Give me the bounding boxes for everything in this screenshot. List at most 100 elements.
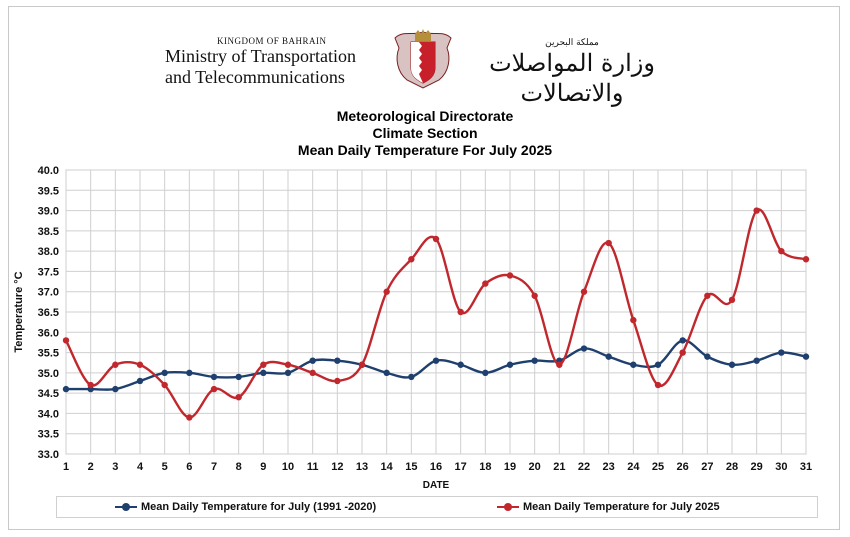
y-tick-label: 39.0 bbox=[38, 206, 59, 218]
x-tick-label: 10 bbox=[282, 461, 294, 473]
data-point-baseline bbox=[778, 349, 785, 356]
x-tick-label: 13 bbox=[356, 461, 368, 473]
data-point-baseline bbox=[136, 377, 144, 385]
ministry-arabic-name: وزارة المواصلات والاتصالات bbox=[489, 49, 655, 107]
data-point-baseline bbox=[432, 357, 440, 364]
x-tick-label: 12 bbox=[331, 461, 343, 473]
x-tick-label: 22 bbox=[578, 461, 590, 473]
x-tick-label: 15 bbox=[405, 461, 417, 473]
y-tick-label: 36.5 bbox=[38, 307, 59, 319]
data-point-baseline bbox=[753, 357, 760, 364]
data-point-2025 bbox=[432, 235, 440, 243]
x-tick-label: 23 bbox=[603, 461, 615, 473]
legend-label-baseline: Mean Daily Temperature for July (1991 -2… bbox=[141, 501, 377, 513]
data-point-2025 bbox=[802, 256, 810, 263]
data-point-2025 bbox=[728, 296, 736, 304]
data-point-2025 bbox=[654, 381, 662, 389]
data-point-2025 bbox=[531, 292, 538, 299]
bahrain-emblem-icon bbox=[394, 29, 452, 89]
data-point-baseline bbox=[210, 373, 218, 381]
y-tick-label: 37.5 bbox=[38, 266, 59, 278]
x-tick-label: 1 bbox=[63, 461, 69, 473]
y-tick-label: 36.0 bbox=[38, 327, 59, 339]
data-point-2025 bbox=[260, 361, 267, 368]
x-tick-label: 28 bbox=[726, 461, 738, 473]
data-point-baseline bbox=[802, 353, 810, 360]
data-point-baseline bbox=[654, 361, 662, 368]
chart-title-line1: Meteorological Directorate bbox=[336, 108, 514, 124]
data-point-2025 bbox=[457, 308, 464, 316]
data-point-2025 bbox=[778, 247, 785, 255]
data-point-baseline bbox=[112, 385, 119, 393]
x-tick-label: 11 bbox=[307, 461, 319, 473]
x-tick-label: 5 bbox=[162, 461, 168, 473]
y-axis-label: Temperature °C bbox=[13, 271, 25, 352]
x-tick-label: 2 bbox=[88, 461, 94, 473]
data-point-2025 bbox=[630, 316, 637, 324]
x-tick-label: 20 bbox=[529, 461, 541, 473]
y-tick-label: 34.0 bbox=[38, 408, 59, 420]
data-point-baseline bbox=[383, 369, 390, 377]
x-tick-label: 14 bbox=[381, 461, 394, 473]
data-point-baseline bbox=[457, 361, 464, 368]
x-tick-label: 9 bbox=[260, 461, 266, 473]
data-point-baseline bbox=[408, 373, 415, 381]
x-tick-label: 17 bbox=[455, 461, 467, 473]
data-point-2025 bbox=[161, 381, 168, 389]
data-point-2025 bbox=[358, 361, 366, 368]
x-tick-label: 6 bbox=[186, 461, 192, 473]
data-point-2025 bbox=[482, 280, 489, 287]
chart-title-block: Meteorological Directorate Climate Secti… bbox=[0, 108, 850, 159]
y-tick-label: 33.5 bbox=[38, 429, 59, 441]
data-point-2025 bbox=[136, 361, 144, 368]
data-point-baseline bbox=[704, 353, 711, 360]
chart-title-line2: Climate Section bbox=[372, 125, 478, 141]
data-point-baseline bbox=[284, 369, 292, 377]
data-point-2025 bbox=[210, 385, 218, 393]
data-point-2025 bbox=[605, 239, 612, 247]
data-point-2025 bbox=[556, 361, 563, 368]
x-tick-label: 7 bbox=[211, 461, 217, 473]
data-point-baseline bbox=[309, 357, 316, 364]
data-point-2025 bbox=[62, 337, 70, 344]
x-tick-label: 8 bbox=[236, 461, 242, 473]
data-point-baseline bbox=[186, 369, 193, 377]
legend-item-baseline: Mean Daily Temperature for July (1991 -2… bbox=[115, 501, 376, 513]
ministry-arabic-block: مملكة البحرين وزارة المواصلات والاتصالات bbox=[462, 38, 682, 108]
data-point-baseline bbox=[531, 357, 538, 364]
data-point-baseline bbox=[630, 361, 637, 368]
chart-title-line3: Mean Daily Temperature For July 2025 bbox=[297, 142, 553, 158]
data-point-2025 bbox=[87, 381, 94, 389]
x-tick-label: 3 bbox=[112, 461, 118, 473]
data-point-baseline bbox=[580, 345, 588, 352]
x-tick-label: 16 bbox=[430, 461, 442, 473]
y-tick-label: 38.0 bbox=[38, 246, 59, 258]
data-point-baseline bbox=[506, 361, 514, 368]
x-tick-label: 25 bbox=[652, 461, 664, 473]
y-tick-label: 33.0 bbox=[38, 449, 59, 461]
data-point-baseline bbox=[260, 369, 267, 377]
data-point-baseline bbox=[334, 357, 341, 364]
data-point-2025 bbox=[309, 369, 316, 377]
y-tick-label: 34.5 bbox=[38, 388, 59, 400]
x-tick-label: 4 bbox=[137, 461, 144, 473]
x-axis-label: DATE bbox=[423, 480, 450, 491]
data-point-2025 bbox=[334, 377, 341, 385]
kingdom-label: KINGDOM OF BAHRAIN bbox=[217, 36, 327, 46]
data-point-2025 bbox=[112, 361, 119, 368]
data-point-baseline bbox=[161, 369, 168, 377]
data-point-2025 bbox=[679, 349, 686, 356]
chart-legend: Mean Daily Temperature for July (1991 -2… bbox=[56, 496, 818, 518]
x-tick-label: 26 bbox=[677, 461, 689, 473]
ministry-name-line2: and Telecommunications bbox=[165, 67, 345, 87]
x-tick-label: 27 bbox=[701, 461, 713, 473]
y-tick-label: 35.0 bbox=[38, 368, 59, 380]
legend-swatch-baseline bbox=[115, 502, 137, 512]
y-tick-label: 38.5 bbox=[38, 226, 59, 238]
kingdom-arabic-label: مملكة البحرين bbox=[545, 38, 599, 48]
data-point-2025 bbox=[284, 361, 292, 368]
data-point-baseline bbox=[235, 373, 242, 381]
x-tick-label: 30 bbox=[775, 461, 787, 473]
legend-item-2025: Mean Daily Temperature for July 2025 bbox=[497, 501, 720, 513]
x-tick-label: 19 bbox=[504, 461, 516, 473]
